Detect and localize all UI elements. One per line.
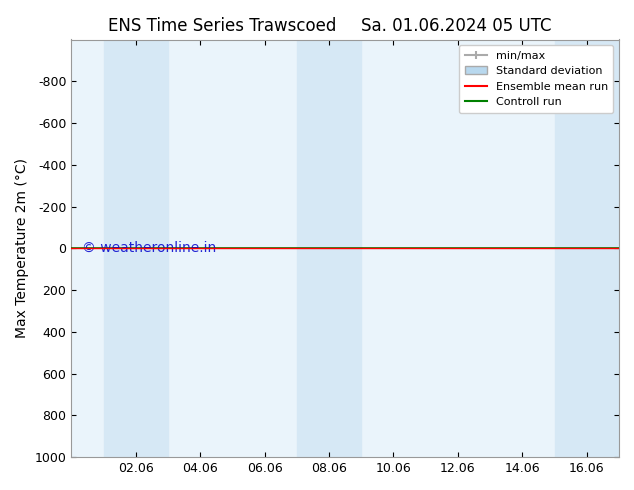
Legend: min/max, Standard deviation, Ensemble mean run, Controll run: min/max, Standard deviation, Ensemble me… bbox=[459, 45, 614, 113]
Bar bbox=[555, 40, 619, 457]
Bar bbox=[297, 40, 361, 457]
Bar bbox=[103, 40, 168, 457]
Text: ENS Time Series Trawscoed: ENS Time Series Trawscoed bbox=[108, 17, 336, 35]
Text: Sa. 01.06.2024 05 UTC: Sa. 01.06.2024 05 UTC bbox=[361, 17, 552, 35]
Y-axis label: Max Temperature 2m (°C): Max Temperature 2m (°C) bbox=[15, 158, 29, 338]
Text: © weatheronline.in: © weatheronline.in bbox=[82, 241, 216, 255]
